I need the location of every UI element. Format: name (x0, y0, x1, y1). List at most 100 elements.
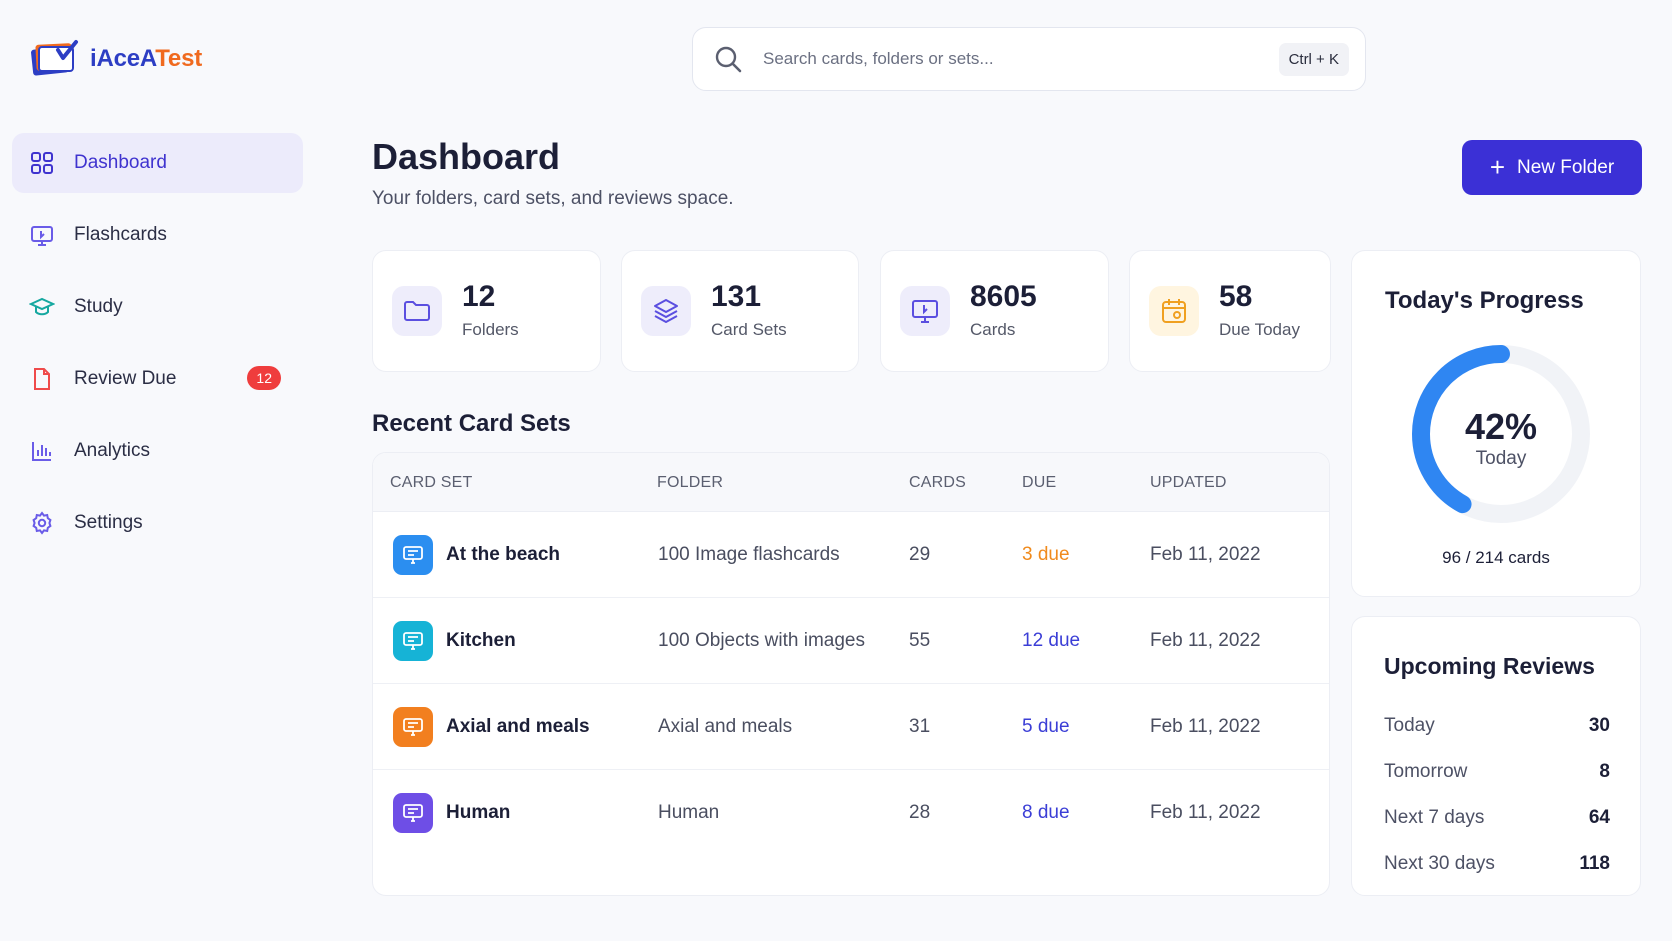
stat-label: Cards (970, 320, 1016, 339)
stat-label: Folders (462, 320, 519, 339)
graduation-cap-icon (29, 294, 55, 320)
calendar-icon (1149, 286, 1199, 336)
upcoming-value: 30 (1588, 715, 1610, 736)
upcoming-label: Next 30 days (1384, 853, 1495, 874)
gear-icon (29, 510, 55, 536)
new-folder-label: New Folder (1517, 156, 1615, 178)
folder-icon (392, 286, 442, 336)
sidebar-item-flashcards[interactable]: Flashcards (12, 205, 303, 265)
upcoming-label: Tomorrow (1384, 761, 1468, 782)
table-header: CARD SET FOLDER CARDS DUE UPDATED (373, 453, 1329, 512)
card-set-name[interactable]: Axial and meals (446, 715, 590, 737)
column-header[interactable]: UPDATED (1150, 474, 1227, 491)
upcoming-row[interactable]: Tomorrow 8 (1384, 761, 1610, 783)
sidebar-item-label: Study (74, 296, 123, 317)
sidebar-item-settings[interactable]: Settings (12, 493, 303, 553)
upcoming-row[interactable]: Today 30 (1384, 715, 1610, 737)
stat-card-card-sets[interactable]: 131 Card Sets (621, 250, 859, 372)
stat-value: 8605 (970, 280, 1037, 313)
card-count: 28 (909, 802, 931, 823)
plus-icon: + (1489, 151, 1506, 182)
sidebar-item-label: Dashboard (74, 152, 167, 173)
search-icon (713, 44, 743, 74)
card-set-icon (393, 793, 433, 833)
folder-name[interactable]: 100 Image flashcards (658, 543, 840, 565)
updated-date: Feb 11, 2022 (1150, 715, 1261, 737)
upcoming-reviews-card: Upcoming Reviews Today 30 Tomorrow 8 Nex… (1351, 616, 1641, 896)
card-set-icon (393, 706, 433, 747)
card-set-name[interactable]: Human (446, 802, 511, 823)
card-set-icon (393, 620, 433, 661)
recent-card-sets-title: Recent Card Sets (372, 410, 571, 437)
stat-label: Due Today (1219, 320, 1300, 339)
shortcut-hint: Ctrl + K (1278, 42, 1349, 76)
card-count: 29 (909, 543, 931, 565)
column-header[interactable]: CARD SET (390, 474, 473, 491)
logo-mark-icon (28, 38, 80, 80)
review-due-badge: 12 (247, 366, 281, 390)
due-count[interactable]: 5 due (1022, 715, 1070, 737)
upcoming-label: Today (1384, 715, 1435, 736)
folder-name[interactable]: 100 Objects with images (658, 629, 865, 651)
app-name: iAceATest (90, 45, 203, 72)
stat-value: 12 (462, 280, 496, 313)
stat-value: 58 (1219, 280, 1253, 313)
stat-card-cards[interactable]: 8605 Cards (880, 250, 1109, 372)
stat-card-due-today[interactable]: 58 Due Today (1129, 250, 1331, 372)
upcoming-row[interactable]: Next 7 days 64 (1384, 807, 1610, 829)
column-header[interactable]: CARDS (909, 474, 967, 491)
progress-card-count: 96 / 214 cards (1442, 548, 1550, 567)
sidebar: Dashboard Flashcards Study Review Due 12… (12, 133, 303, 565)
stat-card-folders[interactable]: 12 Folders (372, 250, 601, 372)
flashcard-icon (29, 222, 55, 248)
upcoming-value: 64 (1588, 807, 1610, 828)
grid-icon (29, 150, 55, 176)
sidebar-item-study[interactable]: Study (12, 277, 303, 337)
card-set-icon (393, 534, 433, 575)
page-title: Dashboard (372, 136, 561, 177)
bar-chart-icon (29, 438, 55, 464)
search-input[interactable] (763, 49, 1279, 69)
sidebar-item-label: Flashcards (74, 224, 167, 245)
table-row[interactable]: Kitchen 100 Objects with images 55 12 du… (373, 598, 1329, 684)
upcoming-row[interactable]: Next 30 days 118 (1384, 853, 1610, 875)
updated-date: Feb 11, 2022 (1150, 543, 1261, 565)
table-row[interactable]: At the beach 100 Image flashcards 29 3 d… (373, 512, 1329, 598)
card-count: 31 (909, 715, 931, 737)
todays-progress-card: Today's Progress 42% Today 96 / 214 card… (1351, 250, 1641, 597)
sidebar-item-analytics[interactable]: Analytics (12, 421, 303, 481)
layers-icon (641, 286, 691, 336)
table-row[interactable]: Axial and meals Axial and meals 31 5 due… (373, 684, 1329, 770)
progress-percent: 42% (1464, 406, 1538, 447)
upcoming-value: 8 (1599, 761, 1610, 782)
search-bar[interactable]: Ctrl + K (692, 27, 1366, 91)
folder-name[interactable]: Human (658, 802, 720, 823)
due-count[interactable]: 8 due (1022, 802, 1070, 823)
recent-card-sets-table: CARD SET FOLDER CARDS DUE UPDATED At the… (372, 452, 1330, 896)
column-header[interactable]: DUE (1022, 474, 1057, 491)
new-folder-button[interactable]: + New Folder (1462, 140, 1642, 195)
sidebar-item-label: Review Due (74, 368, 177, 389)
stat-value: 131 (711, 280, 762, 313)
table-row[interactable]: Human Human 28 8 due Feb 11, 2022 (373, 770, 1329, 856)
document-icon (29, 366, 55, 392)
progress-ring (1412, 345, 1590, 523)
updated-date: Feb 11, 2022 (1150, 802, 1261, 823)
page-subtitle: Your folders, card sets, and reviews spa… (372, 188, 734, 209)
upcoming-title: Upcoming Reviews (1384, 653, 1595, 679)
app-logo[interactable]: iAceATest (28, 38, 202, 80)
card-set-name[interactable]: Kitchen (446, 629, 516, 651)
updated-date: Feb 11, 2022 (1150, 629, 1261, 651)
folder-name[interactable]: Axial and meals (658, 715, 793, 737)
column-header[interactable]: FOLDER (657, 474, 724, 491)
upcoming-value: 118 (1579, 853, 1610, 874)
progress-sub-label: Today (1475, 448, 1527, 469)
sidebar-item-review-due[interactable]: Review Due 12 (12, 349, 303, 409)
sidebar-item-dashboard[interactable]: Dashboard (12, 133, 303, 193)
progress-title: Today's Progress (1385, 287, 1584, 314)
due-count[interactable]: 3 due (1022, 543, 1070, 565)
due-count[interactable]: 12 due (1022, 629, 1081, 651)
card-set-name[interactable]: At the beach (446, 543, 561, 565)
stat-label: Card Sets (711, 320, 787, 339)
sidebar-item-label: Settings (74, 512, 143, 533)
